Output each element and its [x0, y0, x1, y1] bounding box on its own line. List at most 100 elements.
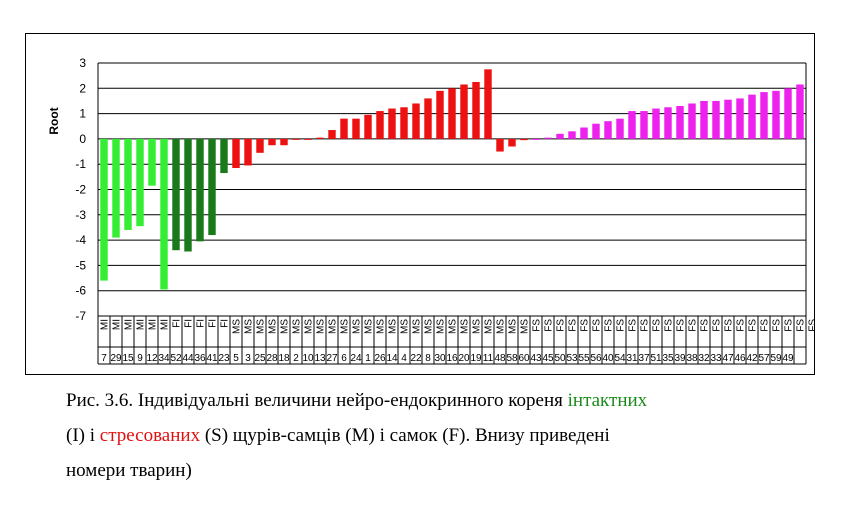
animal-number-label: 46	[734, 353, 746, 364]
animal-number-label: 37	[638, 353, 650, 364]
bar	[760, 92, 768, 139]
bar	[364, 114, 372, 139]
category-label: MS	[436, 319, 447, 334]
bar	[736, 98, 744, 139]
bar	[160, 138, 168, 290]
category-label: MS	[400, 319, 411, 334]
animal-number-label: 16	[446, 353, 458, 364]
animal-number-label: 31	[626, 353, 638, 364]
bar	[256, 138, 264, 153]
animal-number-label: 3	[245, 353, 251, 364]
category-label: FS	[772, 319, 783, 332]
bar	[568, 131, 576, 139]
y-tick-label: 0	[79, 132, 86, 146]
y-tick-label: 1	[79, 107, 86, 121]
animal-number-label: 19	[470, 353, 482, 364]
animal-number-label: 51	[650, 353, 662, 364]
bar	[688, 103, 696, 139]
animal-number-label: 28	[266, 353, 278, 364]
animal-number-label: 54	[614, 353, 626, 364]
animal-number-label: 45	[542, 353, 554, 364]
category-label: MS	[340, 319, 351, 334]
animal-number-label: 5	[233, 353, 239, 364]
y-tick-label: -2	[75, 183, 86, 197]
category-label: MS	[508, 319, 519, 334]
animal-number-label: 27	[326, 353, 338, 364]
animal-number-label: 29	[110, 353, 122, 364]
grid-lines	[98, 62, 806, 317]
category-label: MS	[484, 319, 495, 334]
animal-number-label: 36	[194, 353, 206, 364]
axes	[97, 63, 807, 365]
category-label: FI	[208, 319, 219, 328]
category-label: MI	[112, 319, 123, 330]
bar	[400, 107, 408, 139]
bar	[388, 108, 396, 139]
animal-number-label: 49	[782, 353, 794, 364]
category-label: MS	[304, 319, 315, 334]
animal-number-label: 26	[374, 353, 386, 364]
y-tick-label: 2	[79, 81, 86, 95]
bar	[352, 118, 360, 139]
animal-number-label: 24	[350, 353, 362, 364]
animal-number-label: 32	[698, 353, 710, 364]
caption-line-2: (I) і стресованих (S) щурів-самців (M) і…	[66, 418, 808, 453]
bar	[676, 106, 684, 139]
y-tick-label: -6	[75, 284, 86, 298]
category-label: FS	[544, 319, 555, 332]
category-label: FS	[724, 319, 735, 332]
category-label: MS	[412, 319, 423, 334]
bar	[268, 138, 276, 146]
category-label: MI	[124, 319, 135, 330]
category-label: MS	[232, 319, 243, 334]
bar	[292, 138, 300, 140]
bar	[136, 138, 144, 227]
y-tick-label: -1	[75, 157, 86, 171]
y-tick-label: -5	[75, 258, 86, 272]
category-label: FI	[172, 319, 183, 328]
category-label: MS	[376, 319, 387, 334]
bar	[712, 100, 720, 139]
caption-text: (S) щурів-самців (M) і самок (F). Внизу …	[200, 425, 610, 446]
animal-number-label: 25	[254, 353, 266, 364]
animal-number-label: 12	[146, 353, 158, 364]
animal-number-label: 41	[206, 353, 218, 364]
bar	[748, 94, 756, 139]
animal-number-label: 30	[434, 353, 446, 364]
category-label: FS	[760, 319, 771, 332]
category-label: MS	[388, 319, 399, 334]
bar	[580, 127, 588, 139]
y-tick-label: -4	[75, 233, 86, 247]
category-label: FS	[616, 319, 627, 332]
category-label: MS	[496, 319, 507, 334]
category-label: FS	[592, 319, 603, 332]
animal-number-label: 4	[401, 353, 407, 364]
bar	[448, 88, 456, 139]
animal-number-label: 34	[158, 353, 170, 364]
bar	[532, 138, 540, 140]
bar	[484, 69, 492, 139]
category-label: FS	[580, 319, 591, 332]
category-label: MS	[256, 319, 267, 334]
bar	[604, 121, 612, 139]
caption-line-3: номери тварин)	[66, 453, 808, 488]
bar	[772, 90, 780, 139]
category-label: MS	[448, 319, 459, 334]
bar	[508, 138, 516, 147]
chart-frame: 3 2 1 0 -1 -2 -3 -4 -5 -6 -7 MI MI MI MI MI MI FI FI FI FI FI…	[25, 33, 815, 375]
animal-number-label: 44	[182, 353, 194, 364]
animal-number-label: 40	[602, 353, 614, 364]
bar	[232, 138, 240, 168]
caption-text: (I) і	[66, 425, 100, 446]
bar	[316, 137, 324, 139]
animal-number-label: 56	[590, 353, 602, 364]
animal-number-label: 38	[686, 353, 698, 364]
bar-series	[100, 69, 804, 290]
category-label: FS	[604, 319, 615, 332]
category-label: MI	[148, 319, 159, 330]
animal-number-label: 11	[483, 353, 494, 364]
category-label: FS	[808, 319, 815, 332]
bar	[496, 138, 504, 152]
